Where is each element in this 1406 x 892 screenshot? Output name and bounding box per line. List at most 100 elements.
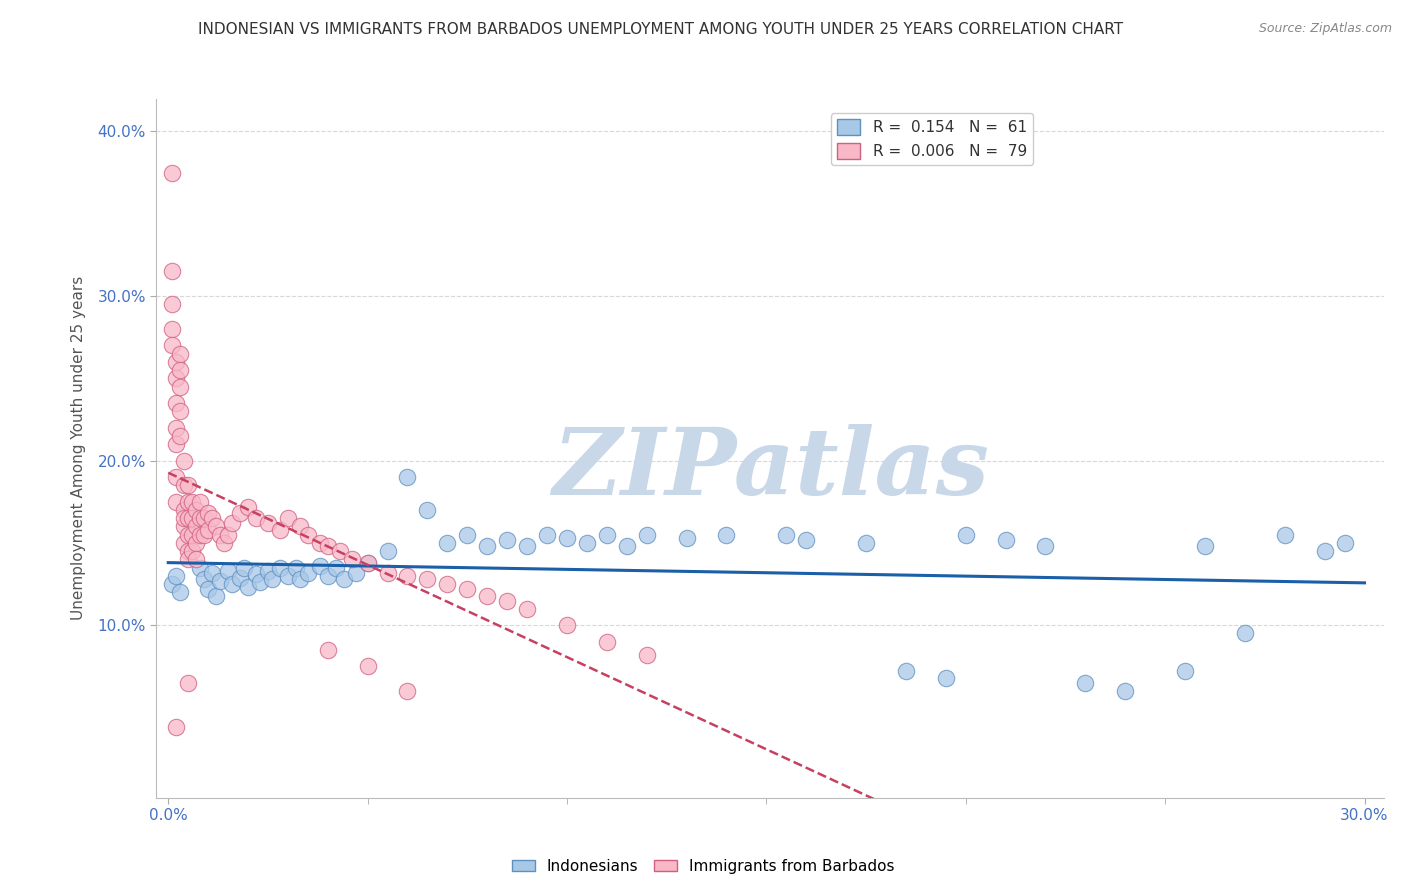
Point	[356, 556, 378, 570]
Point	[173, 453, 195, 467]
Point	[1274, 527, 1296, 541]
Point	[169, 404, 191, 418]
Point	[229, 506, 252, 520]
Point	[160, 297, 183, 311]
Point	[257, 516, 280, 531]
Point	[1174, 665, 1197, 679]
Point	[177, 495, 200, 509]
Point	[209, 527, 232, 541]
Point	[855, 536, 877, 550]
Point	[173, 536, 195, 550]
Point	[496, 533, 519, 547]
Point	[177, 544, 200, 558]
Point	[160, 165, 183, 179]
Point	[297, 566, 319, 580]
Point	[160, 264, 183, 278]
Point	[165, 396, 187, 410]
Point	[209, 574, 232, 588]
Point	[205, 519, 228, 533]
Point	[229, 570, 252, 584]
Point	[994, 533, 1017, 547]
Point	[516, 539, 538, 553]
Point	[236, 580, 259, 594]
Point	[277, 511, 299, 525]
Point	[197, 582, 219, 596]
Point	[260, 572, 283, 586]
Point	[177, 676, 200, 690]
Point	[396, 470, 419, 484]
Point	[636, 527, 658, 541]
Point	[169, 585, 191, 599]
Point	[160, 577, 183, 591]
Point	[416, 572, 439, 586]
Point	[356, 556, 378, 570]
Point	[616, 539, 638, 553]
Point	[1074, 676, 1097, 690]
Point	[186, 503, 208, 517]
Point	[477, 589, 499, 603]
Point	[236, 500, 259, 514]
Point	[377, 544, 399, 558]
Point	[1194, 539, 1216, 553]
Point	[716, 527, 738, 541]
Point	[675, 531, 697, 545]
Point	[169, 363, 191, 377]
Point	[329, 544, 352, 558]
Point	[935, 671, 957, 685]
Point	[197, 506, 219, 520]
Point	[636, 648, 658, 662]
Point	[186, 552, 208, 566]
Point	[536, 527, 558, 541]
Point	[396, 684, 419, 698]
Point	[169, 429, 191, 443]
Point	[181, 495, 204, 509]
Point	[297, 527, 319, 541]
Point	[794, 533, 817, 547]
Text: ZIPatlas: ZIPatlas	[551, 425, 988, 515]
Point	[181, 544, 204, 558]
Text: INDONESIAN VS IMMIGRANTS FROM BARBADOS UNEMPLOYMENT AMONG YOUTH UNDER 25 YEARS C: INDONESIAN VS IMMIGRANTS FROM BARBADOS U…	[198, 22, 1123, 37]
Point	[188, 511, 211, 525]
Point	[165, 569, 187, 583]
Point	[188, 560, 211, 574]
Point	[165, 371, 187, 385]
Point	[288, 519, 311, 533]
Point	[596, 634, 619, 648]
Point	[173, 519, 195, 533]
Point	[316, 643, 339, 657]
Point	[165, 355, 187, 369]
Point	[193, 572, 215, 586]
Point	[177, 552, 200, 566]
Point	[160, 322, 183, 336]
Legend: Indonesians, Immigrants from Barbados: Indonesians, Immigrants from Barbados	[506, 853, 900, 880]
Point	[186, 536, 208, 550]
Point	[269, 560, 291, 574]
Point	[555, 531, 578, 545]
Point	[201, 511, 224, 525]
Point	[325, 560, 347, 574]
Point	[177, 511, 200, 525]
Point	[177, 478, 200, 492]
Point	[955, 527, 977, 541]
Point	[496, 593, 519, 607]
Point	[188, 527, 211, 541]
Point	[181, 527, 204, 541]
Point	[316, 539, 339, 553]
Point	[344, 566, 367, 580]
Point	[340, 552, 363, 566]
Point	[165, 421, 187, 435]
Point	[596, 527, 619, 541]
Point	[555, 618, 578, 632]
Point	[169, 379, 191, 393]
Point	[396, 569, 419, 583]
Point	[212, 536, 235, 550]
Point	[284, 560, 307, 574]
Point	[249, 575, 271, 590]
Point	[221, 516, 243, 531]
Point	[775, 527, 797, 541]
Point	[308, 536, 330, 550]
Point	[173, 511, 195, 525]
Point	[165, 437, 187, 451]
Point	[188, 495, 211, 509]
Point	[205, 589, 228, 603]
